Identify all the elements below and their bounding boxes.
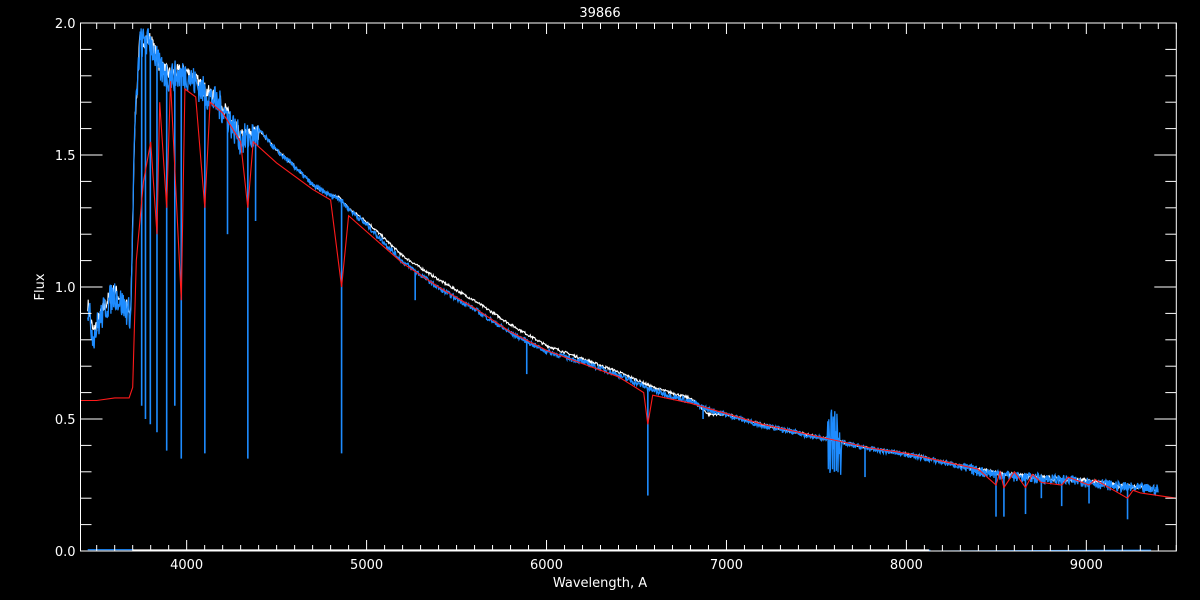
series-2 [80, 81, 1177, 499]
series-1 [87, 28, 1159, 520]
x-tick-label: 9000 [1070, 558, 1103, 573]
axes-layer: 4000 5000 6000 7000 8000 9000 0.0 0.5 1.0 1.5 2.0 [55, 17, 1177, 573]
y-tick-label: 1.5 [55, 149, 76, 164]
series-layer [80, 28, 1177, 552]
series-line [87, 28, 1159, 497]
x-axis-label: Wavelength, A [553, 576, 647, 591]
x-tick-label: 5000 [350, 558, 383, 573]
x-tick-label: 8000 [890, 558, 923, 573]
y-tick-label: 0.5 [55, 413, 76, 428]
y-tick-label: 2.0 [55, 17, 76, 32]
x-tick-label: 4000 [170, 558, 203, 573]
x-tick-label: 7000 [710, 558, 743, 573]
x-tick-label: 6000 [530, 558, 563, 573]
y-axis-label: Flux [33, 273, 48, 300]
chart-title: 39866 [579, 6, 620, 21]
y-tick-label: 0.0 [55, 545, 76, 560]
series-line [80, 81, 1177, 499]
y-tick-label: 1.0 [55, 281, 76, 296]
